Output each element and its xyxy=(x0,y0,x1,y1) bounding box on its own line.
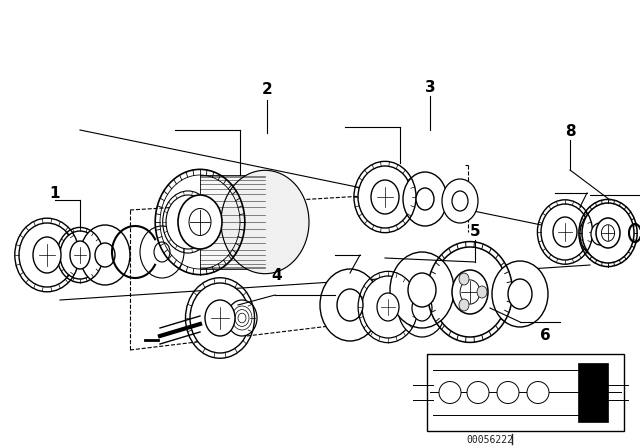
Text: 8: 8 xyxy=(564,125,575,139)
Ellipse shape xyxy=(596,218,620,248)
Ellipse shape xyxy=(452,191,468,211)
Ellipse shape xyxy=(358,166,412,228)
FancyBboxPatch shape xyxy=(427,354,624,431)
Ellipse shape xyxy=(602,225,614,241)
Ellipse shape xyxy=(467,382,489,404)
Ellipse shape xyxy=(19,223,75,287)
Ellipse shape xyxy=(371,180,399,214)
Ellipse shape xyxy=(362,276,414,338)
Ellipse shape xyxy=(553,217,577,247)
Polygon shape xyxy=(200,175,265,269)
Ellipse shape xyxy=(591,223,609,245)
Ellipse shape xyxy=(492,261,548,327)
Text: 6: 6 xyxy=(540,327,550,343)
Ellipse shape xyxy=(320,269,380,341)
Ellipse shape xyxy=(190,283,250,353)
Ellipse shape xyxy=(541,204,589,260)
Ellipse shape xyxy=(154,242,170,262)
Ellipse shape xyxy=(460,280,480,304)
Ellipse shape xyxy=(497,382,519,404)
Ellipse shape xyxy=(408,273,436,307)
Bar xyxy=(578,363,608,422)
Ellipse shape xyxy=(70,241,90,269)
Ellipse shape xyxy=(527,382,549,404)
Ellipse shape xyxy=(80,225,130,285)
Text: 1: 1 xyxy=(50,185,60,201)
Ellipse shape xyxy=(205,300,235,336)
Ellipse shape xyxy=(459,273,469,285)
Ellipse shape xyxy=(166,195,210,249)
Ellipse shape xyxy=(189,208,211,236)
Ellipse shape xyxy=(432,247,508,337)
Ellipse shape xyxy=(221,170,309,274)
Ellipse shape xyxy=(178,195,222,249)
Ellipse shape xyxy=(60,231,100,279)
Text: 00056222: 00056222 xyxy=(467,435,513,445)
Ellipse shape xyxy=(377,293,399,321)
Ellipse shape xyxy=(452,270,488,314)
Ellipse shape xyxy=(390,252,454,328)
Ellipse shape xyxy=(508,279,532,309)
Ellipse shape xyxy=(179,211,197,233)
Ellipse shape xyxy=(580,210,620,258)
Text: 3: 3 xyxy=(425,81,435,95)
Ellipse shape xyxy=(398,279,446,337)
Text: 4: 4 xyxy=(272,267,282,283)
Text: 5: 5 xyxy=(470,224,480,240)
Text: 2: 2 xyxy=(262,82,273,98)
Ellipse shape xyxy=(337,289,363,321)
Ellipse shape xyxy=(582,203,634,263)
Ellipse shape xyxy=(459,299,469,311)
Ellipse shape xyxy=(403,172,447,226)
Ellipse shape xyxy=(412,295,432,321)
Ellipse shape xyxy=(439,382,461,404)
Ellipse shape xyxy=(33,237,61,273)
Ellipse shape xyxy=(140,226,184,278)
Ellipse shape xyxy=(416,188,434,210)
Ellipse shape xyxy=(227,300,257,336)
Ellipse shape xyxy=(95,243,115,267)
Ellipse shape xyxy=(442,179,478,223)
Ellipse shape xyxy=(477,286,487,298)
